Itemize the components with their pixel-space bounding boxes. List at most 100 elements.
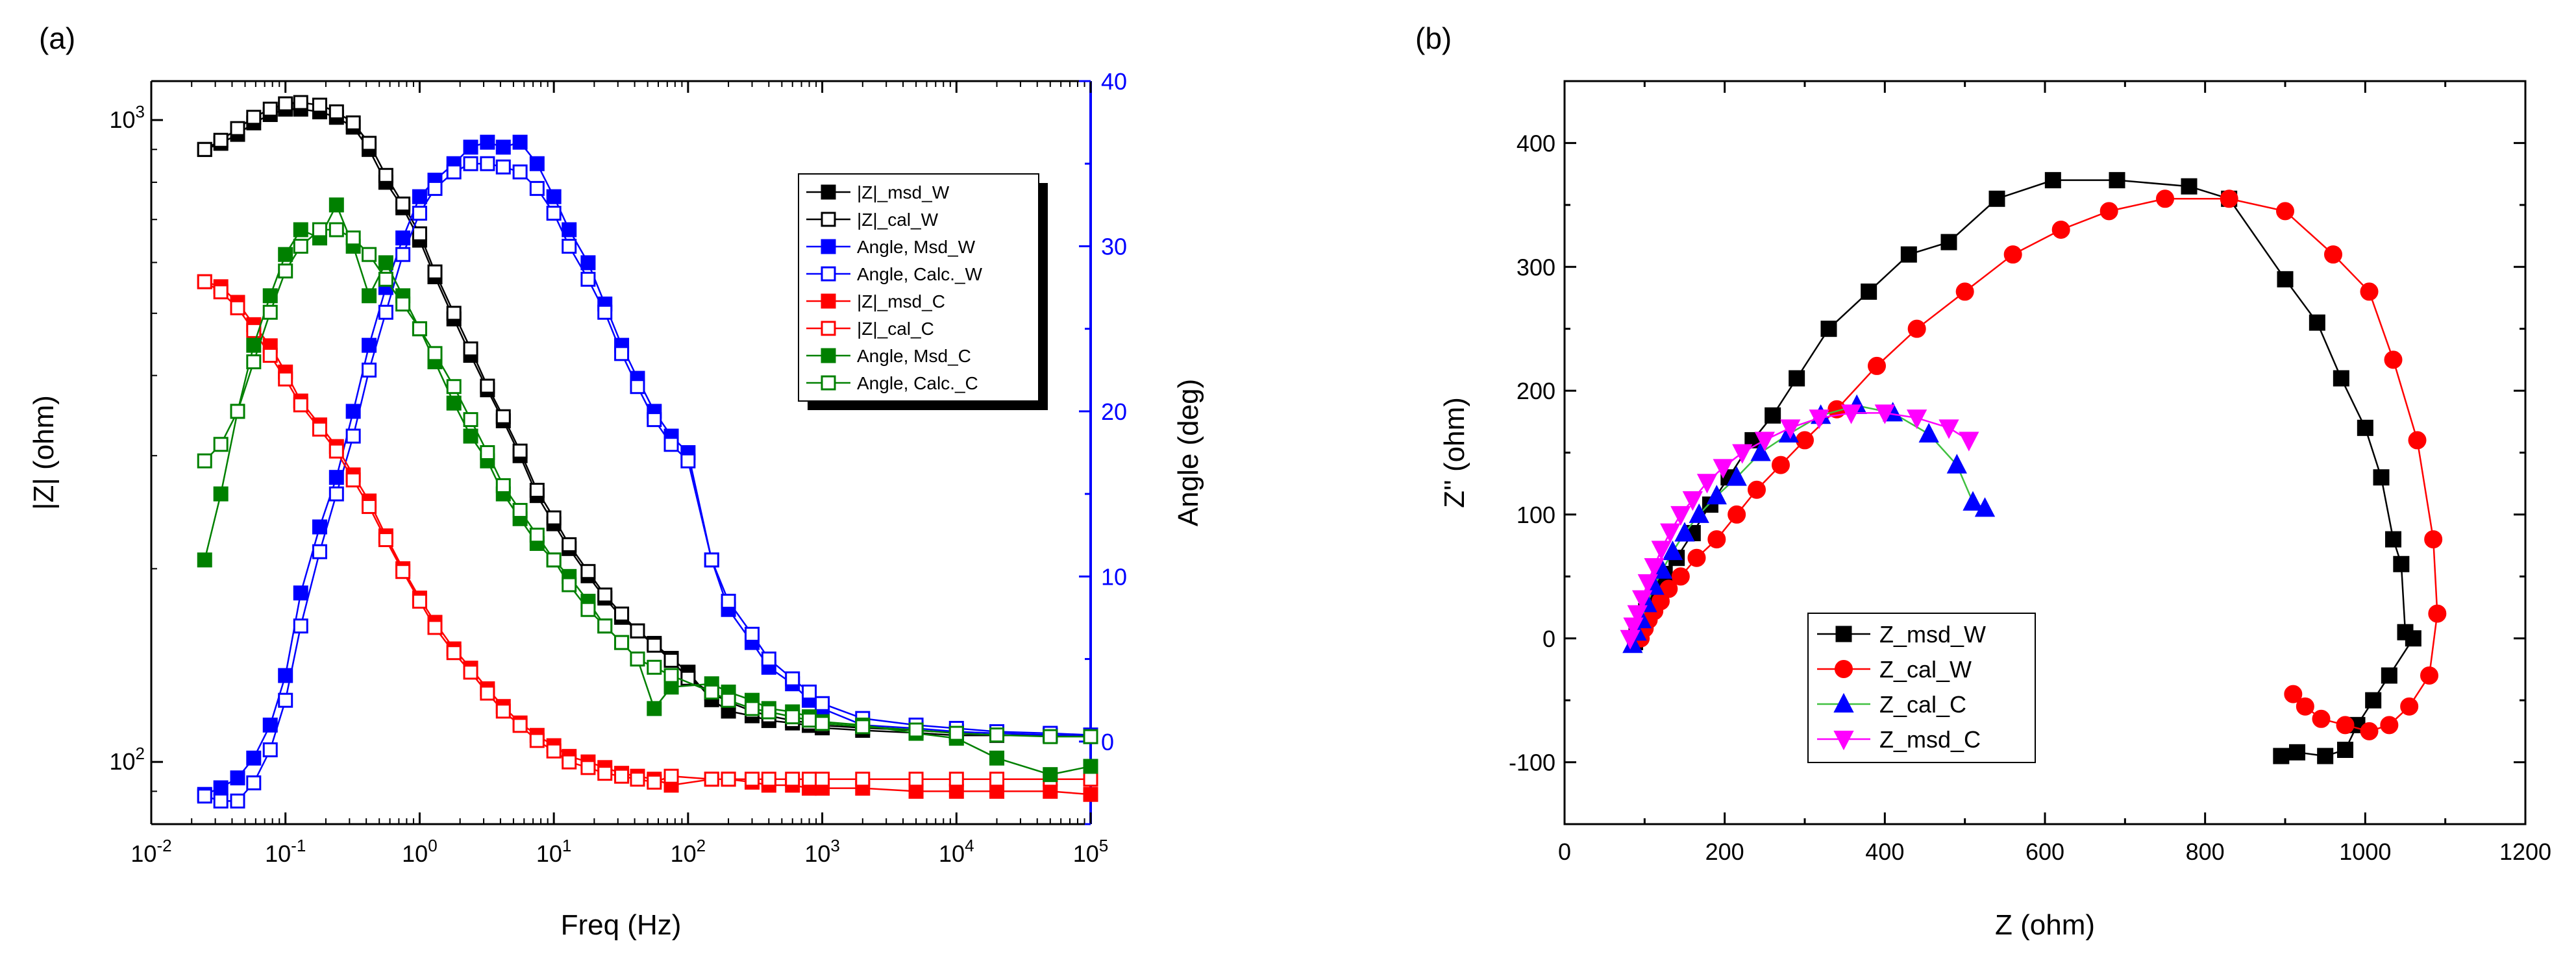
data-point [546,743,562,759]
data-point [647,659,662,675]
data-point [362,247,377,262]
data-point [362,288,377,304]
legend-label: Z_cal_W [1879,656,1972,683]
legend-label: |Z|_msd_W [857,182,950,202]
panel-a: (a) 10-2 10-1 100 101 102 103 104 105 102 103 0 10 20… [28,21,1204,941]
data-point [246,354,262,370]
data-point [1083,759,1098,774]
data-point [2428,604,2447,623]
data-point [395,196,411,212]
data-point [262,101,278,117]
y-tick-label: 300 [1517,254,1555,280]
data-point [446,395,462,411]
data-point [908,772,924,787]
data-point [378,532,393,548]
data-point [597,304,613,320]
x-tick-label: 104 [939,836,974,867]
data-point [1963,491,1983,511]
data-point [855,772,871,787]
data-point [704,684,719,700]
data-point [546,552,562,568]
data-point [680,453,696,469]
data-point [495,140,511,155]
data-point [1918,422,1939,443]
data-point [512,134,528,150]
data-point [2156,189,2174,208]
data-point [480,378,495,394]
legend-swatch-marker [1835,626,1852,642]
data-point [512,718,528,733]
data-point [262,304,278,320]
data-point [1670,506,1691,526]
series-line [1640,198,2438,733]
data-point [2337,742,2353,758]
data-point [312,544,327,559]
y2-axis-label: Angle (deg) [1172,379,1204,526]
y-tick-label: 0 [1542,626,1555,652]
data-point [2273,748,2290,764]
data-point [855,719,871,735]
data-point [647,412,662,428]
data-point [512,443,528,459]
data-point [293,238,308,254]
data-point [989,783,1005,799]
data-point [721,692,736,708]
data-point [312,97,327,113]
data-point [412,321,427,337]
data-point [463,428,478,444]
data-point [546,206,562,221]
x-tick-label: 1200 [2499,838,2551,865]
data-point [1809,409,1829,430]
data-point [704,772,719,787]
data-point [1974,497,1996,517]
data-point [412,226,427,241]
data-point [213,284,229,300]
data-point [2360,722,2379,740]
data-point [412,593,427,609]
data-point [213,486,229,502]
data-point [1938,419,1959,439]
data-point [328,486,344,502]
data-point [1874,404,1895,424]
legend-swatch-marker [821,239,836,254]
panel-b: (b) 0 200 400 600 800 1000 1200 -100 0 100 200 300 40… [1415,21,2551,941]
x-tick-label: 101 [536,836,572,867]
data-point [213,780,229,796]
legend-label: Z_msd_C [1879,726,1981,753]
series-z-msd-c [1620,404,1979,650]
data-point [213,437,229,452]
data-point [2181,178,2198,195]
data-point [1955,282,1974,301]
data-point [1083,729,1098,744]
legend-label: Angle, Msd_C [857,346,971,366]
data-point [463,412,478,428]
data-point [197,274,212,289]
data-point [1940,234,1957,250]
data-point [1772,456,1790,474]
data-point [278,96,293,112]
data-point [614,635,630,650]
data-point [647,774,662,790]
data-point [948,725,964,741]
data-point [362,136,377,151]
data-point [2044,172,2061,189]
data-point [580,271,596,287]
data-point [2312,709,2331,728]
data-point [1660,523,1681,543]
legend-swatch-marker [821,184,836,200]
data-point [1780,419,1801,439]
x-tick-label: 100 [402,836,438,867]
y-tick-label: 400 [1517,130,1555,156]
data-point [1907,409,1927,430]
data-point [562,238,577,254]
legend-label: |Z|_cal_W [857,210,939,230]
data-point [197,552,212,568]
data-point [480,156,495,171]
data-point [427,620,443,635]
data-point [630,379,645,395]
data-point [1988,190,2005,207]
x-tick-label: 10-2 [130,836,171,867]
data-point [378,304,393,320]
data-point [2003,245,2022,264]
